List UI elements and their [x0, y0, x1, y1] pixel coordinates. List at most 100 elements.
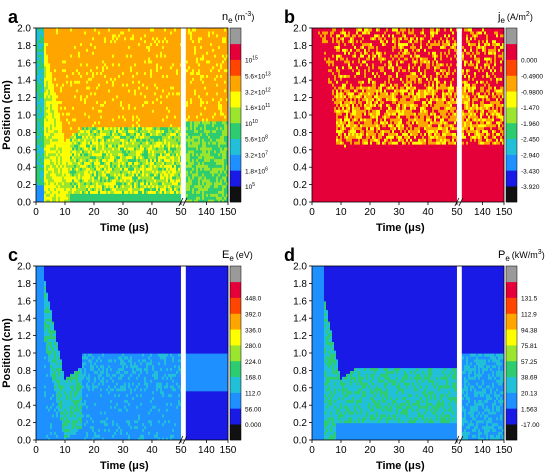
- colorbar-label-a-7: 5.6×1013: [245, 71, 271, 80]
- colorbar-segment-c-2: [230, 392, 241, 409]
- colorbar-d: -17.00 1.563 20.13 38.69 57.25 75.81 94.38 112.…: [505, 265, 540, 441]
- colorbar-segment-b-3: [506, 138, 517, 155]
- y-tick-label-d-10: 2.0: [293, 262, 307, 273]
- break-mark-c-b: [182, 435, 188, 445]
- y-tick-label-b-5: 1.0: [293, 111, 307, 122]
- y-tick-label-a-4: 0.8: [17, 128, 31, 139]
- y-tick-label-d-3: 0.6: [293, 383, 307, 394]
- colorbar-label-b-3: -2.450: [521, 137, 540, 144]
- axis-break-b: [456, 28, 462, 202]
- y-tick-label-b-3: 0.6: [293, 145, 307, 156]
- x-tick-label-a-6: 140: [198, 207, 215, 218]
- colorbar-label-d-5: 75.81: [521, 343, 538, 350]
- x-tick-label-d-0: 0: [309, 445, 315, 456]
- y-tick-label-a-9: 1.8: [17, 41, 31, 52]
- colorbar-frame-a: [229, 27, 242, 203]
- colorbar-label-c-6: 336.0: [245, 327, 262, 334]
- colorbar-segment-b-4: [506, 122, 517, 140]
- axis-break-c: [180, 266, 186, 440]
- x-tick-label-b-0: 0: [309, 207, 315, 218]
- colorbar-segment-a-4: [230, 122, 241, 140]
- y-tick-label-c-9: 1.8: [17, 279, 31, 290]
- colorbar-segment-b-5: [506, 107, 517, 124]
- colorbar-segment-c-6: [230, 329, 241, 346]
- x-tick-label-a-4: 40: [146, 207, 158, 218]
- y-tick-label-d-2: 0.4: [293, 401, 307, 412]
- y-tick-label-d-5: 1.0: [293, 349, 307, 360]
- y-tick-label-c-1: 0.2: [17, 418, 31, 429]
- y-tick-label-b-0: 0.0: [293, 198, 307, 209]
- x-tick-label-c-0: 0: [33, 445, 39, 456]
- break-mark-a-b: [182, 197, 188, 207]
- x-tick-label-a-3: 30: [117, 207, 129, 218]
- x-tick-label-c-3: 30: [117, 445, 129, 456]
- colorbar-label-a-8: 1015: [245, 56, 258, 65]
- y-tick-label-b-7: 1.4: [293, 76, 307, 87]
- x-tick-label-b-1: 10: [335, 207, 347, 218]
- y-tick-label-d-1: 0.2: [293, 418, 307, 429]
- colorbar-segment-d-7: [506, 313, 517, 330]
- colorbar-segment-a-1: [230, 170, 241, 187]
- colorbar-label-d-6: 94.38: [521, 327, 538, 334]
- y-tick-label-c-4: 0.8: [17, 366, 31, 377]
- x-tick-label-a-1: 10: [59, 207, 71, 218]
- y-tick-label-b-10: 2.0: [293, 24, 307, 35]
- y-tick-label-c-5: 1.0: [17, 349, 31, 360]
- heatmap-field-c: [36, 266, 228, 440]
- y-tick-label-a-3: 0.6: [17, 145, 31, 156]
- x-axis-label-d: Time (μs): [376, 460, 425, 472]
- heatmap-field-b: [312, 28, 504, 202]
- colorbar-b: -3.920 -3.430 -2.940 -2.450 -1.960 -1.470 -0.9…: [505, 27, 543, 203]
- y-tick-label-c-2: 0.4: [17, 401, 31, 412]
- y-tick-label-a-5: 1.0: [17, 111, 31, 122]
- colorbar-frame-c: [229, 265, 242, 441]
- colorbar-label-a-3: 5.6×108: [245, 135, 268, 144]
- colorbar-segment-d-2: [506, 392, 517, 409]
- colorbar-label-a-2: 3.2×107: [245, 151, 268, 160]
- x-tick-label-a-5: 50: [175, 207, 187, 218]
- colorbar-label-b-5: -1.470: [521, 105, 540, 112]
- colorbar-segment-c-0: [230, 424, 241, 441]
- colorbar-segment-c-8: [230, 297, 241, 314]
- panel-letter-a: a: [8, 7, 19, 27]
- x-tick-label-c-1: 10: [59, 445, 71, 456]
- x-tick-label-a-7: 150: [220, 207, 237, 218]
- break-mark-a-a: [178, 197, 184, 207]
- panel-a: 0 10 20 30 40 50 140 150 0.0 0.2 0.4 0.6 0.8 1.0 1.2 1.…: [1, 7, 271, 234]
- colorbar-segment-a-10: [230, 28, 241, 45]
- colorbar-label-b-7: -0.4900: [521, 73, 543, 80]
- y-tick-label-a-8: 1.6: [17, 58, 31, 69]
- colorbar-label-d-3: 38.69: [521, 375, 538, 382]
- x-tick-label-b-4: 40: [422, 207, 434, 218]
- colorbar-label-d-8: 131.5: [521, 296, 538, 303]
- colorbar-segment-c-10: [230, 266, 241, 283]
- x-tick-label-d-3: 30: [393, 445, 405, 456]
- colorbar-segment-c-5: [230, 345, 241, 362]
- colorbar-segment-d-6: [506, 329, 517, 346]
- x-tick-label-d-6: 140: [474, 445, 491, 456]
- x-tick-label-a-0: 0: [33, 207, 39, 218]
- break-mark-d-a: [454, 435, 460, 445]
- colorbar-label-d-7: 112.9: [521, 311, 537, 318]
- x-tick-label-c-2: 20: [88, 445, 100, 456]
- panel-letter-b: b: [284, 7, 295, 27]
- x-axis-label-b: Time (μs): [376, 222, 425, 234]
- colorbar-frame-b: [505, 27, 518, 203]
- colorbar-a: 105 1.8×106 3.2×107 5.6×108 1010 1.6×1011 3.2×…: [229, 27, 271, 203]
- colorbar-title-a: ne (m-3): [222, 11, 254, 25]
- x-tick-label-d-7: 150: [496, 445, 513, 456]
- panel-b: 0 10 20 30 40 50 140 150 0.0 0.2 0.4 0.6 0.8 1.0 1.2 1.…: [284, 7, 543, 234]
- x-tick-label-b-5: 50: [451, 207, 463, 218]
- colorbar-label-a-1: 1.8×106: [245, 166, 268, 175]
- colorbar-segment-a-3: [230, 138, 241, 155]
- break-mark-c-a: [178, 435, 184, 445]
- colorbar-segment-d-4: [506, 360, 517, 378]
- y-tick-label-b-2: 0.4: [293, 163, 307, 174]
- colorbar-segment-b-1: [506, 170, 517, 187]
- y-tick-label-a-2: 0.4: [17, 163, 31, 174]
- y-tick-label-d-0: 0.0: [293, 436, 307, 447]
- colorbar-frame-d: [505, 265, 518, 441]
- colorbar-segment-d-9: [506, 281, 517, 298]
- colorbar-segment-c-3: [230, 376, 241, 393]
